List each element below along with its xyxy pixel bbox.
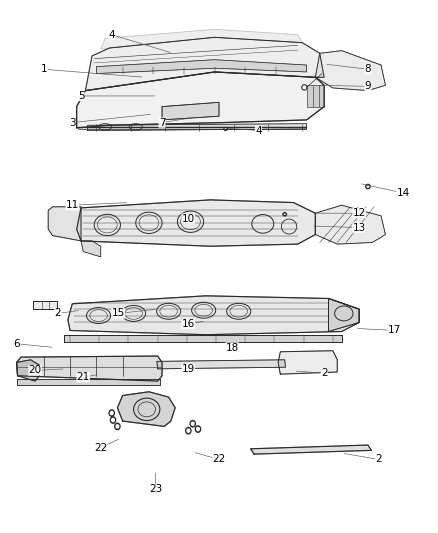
Circle shape: [190, 421, 195, 427]
Circle shape: [110, 411, 113, 415]
Polygon shape: [315, 205, 385, 244]
Text: 23: 23: [149, 484, 162, 494]
Text: 20: 20: [28, 366, 42, 375]
Ellipse shape: [283, 213, 286, 216]
Circle shape: [191, 422, 194, 425]
Circle shape: [110, 417, 116, 423]
Text: 19: 19: [182, 364, 195, 374]
Text: 2: 2: [375, 455, 382, 464]
Circle shape: [115, 423, 120, 430]
Text: 7: 7: [159, 118, 166, 127]
Text: 2: 2: [321, 368, 328, 378]
Polygon shape: [307, 85, 324, 107]
Polygon shape: [278, 351, 337, 374]
Polygon shape: [117, 392, 175, 426]
Text: 22: 22: [94, 443, 107, 453]
Polygon shape: [33, 301, 57, 309]
Polygon shape: [88, 124, 307, 131]
Ellipse shape: [366, 184, 370, 189]
Polygon shape: [77, 72, 324, 128]
Circle shape: [186, 427, 191, 434]
Polygon shape: [68, 296, 359, 335]
Circle shape: [116, 425, 119, 428]
Text: 5: 5: [78, 91, 85, 101]
Text: 3: 3: [69, 118, 76, 127]
Circle shape: [197, 427, 199, 431]
Text: 2: 2: [54, 309, 61, 318]
Text: 15: 15: [112, 309, 125, 318]
Text: 18: 18: [226, 343, 239, 352]
Polygon shape: [157, 360, 286, 369]
Ellipse shape: [302, 85, 307, 90]
Circle shape: [187, 429, 190, 432]
Text: 4: 4: [255, 126, 262, 135]
Polygon shape: [64, 335, 342, 342]
Polygon shape: [81, 241, 101, 257]
Text: 13: 13: [353, 223, 366, 232]
Text: 8: 8: [364, 64, 371, 74]
Polygon shape: [48, 207, 81, 241]
Text: 4: 4: [108, 30, 115, 39]
Polygon shape: [162, 102, 219, 120]
Text: 14: 14: [396, 188, 410, 198]
Polygon shape: [77, 200, 315, 246]
Polygon shape: [315, 51, 385, 91]
Text: 10: 10: [182, 214, 195, 223]
Circle shape: [195, 426, 201, 432]
Polygon shape: [17, 379, 160, 385]
Text: 17: 17: [388, 326, 401, 335]
Polygon shape: [85, 37, 324, 91]
Polygon shape: [251, 445, 371, 454]
Polygon shape: [101, 29, 302, 49]
Polygon shape: [96, 60, 307, 74]
Polygon shape: [17, 356, 162, 381]
Text: 6: 6: [13, 339, 20, 349]
Text: 21: 21: [77, 373, 90, 382]
Text: 11: 11: [66, 200, 79, 210]
Text: 12: 12: [353, 208, 366, 218]
Ellipse shape: [224, 127, 227, 131]
Polygon shape: [17, 360, 39, 381]
Text: 9: 9: [364, 82, 371, 91]
Circle shape: [109, 410, 114, 416]
Text: 22: 22: [212, 455, 226, 464]
Circle shape: [112, 418, 114, 422]
Text: 1: 1: [40, 64, 47, 74]
Text: 16: 16: [182, 319, 195, 329]
Polygon shape: [328, 298, 359, 332]
